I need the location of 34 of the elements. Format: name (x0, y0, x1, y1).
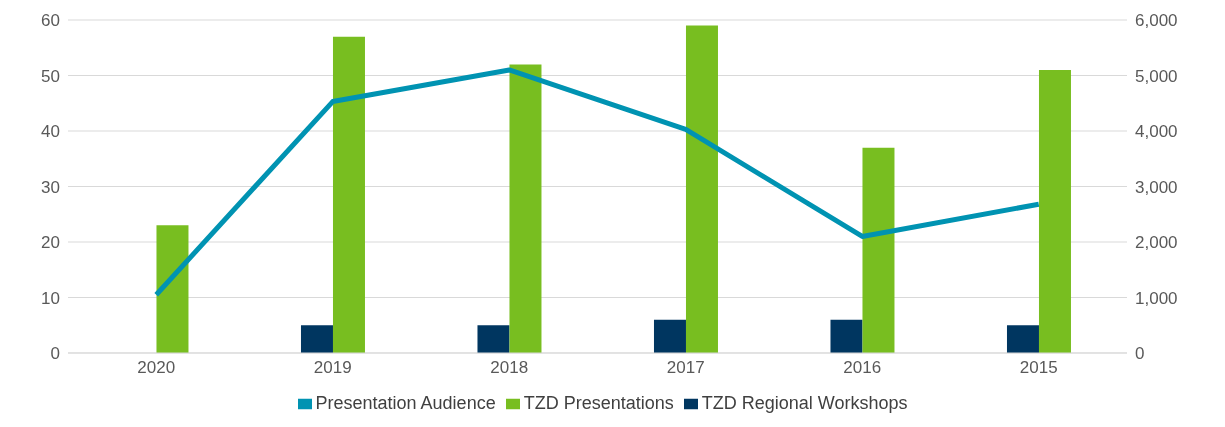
legend-label: TZD Regional Workshops (701, 393, 908, 413)
legend-label: Presentation Audience (315, 393, 496, 413)
y-tick-label: 20 (41, 233, 60, 253)
y2-tick-label: 6,000 (1135, 11, 1178, 31)
y2-tick-label: 5,000 (1135, 66, 1178, 86)
x-tick-label: 2018 (490, 358, 529, 378)
y-tick-label: 10 (41, 288, 60, 308)
bar (830, 319, 863, 353)
bar (685, 25, 718, 353)
y-tick-label: 0 (50, 344, 60, 364)
y-tick-label: 60 (41, 11, 60, 31)
bar (1038, 69, 1071, 353)
bar (653, 319, 686, 353)
x-tick-label: 2015 (1019, 358, 1058, 378)
bar (332, 36, 365, 353)
x-tick-label: 2020 (137, 358, 176, 378)
bar (509, 64, 542, 353)
x-tick-label: 2019 (313, 358, 352, 378)
x-tick-label: 2016 (843, 358, 882, 378)
bar (477, 325, 510, 353)
y2-tick-label: 4,000 (1135, 122, 1178, 142)
y2-tick-label: 1,000 (1135, 288, 1178, 308)
bar (300, 325, 333, 353)
y2-tick-label: 0 (1135, 344, 1145, 364)
y-tick-label: 40 (41, 122, 60, 142)
y-tick-label: 30 (41, 177, 60, 197)
x-tick-label: 2017 (666, 358, 705, 378)
bar (1006, 325, 1039, 353)
bar (156, 225, 189, 353)
bar (862, 147, 895, 353)
y2-tick-label: 3,000 (1135, 177, 1178, 197)
y2-tick-label: 2,000 (1135, 233, 1178, 253)
y-tick-label: 50 (41, 66, 60, 86)
legend-label: TZD Presentations (523, 393, 674, 413)
